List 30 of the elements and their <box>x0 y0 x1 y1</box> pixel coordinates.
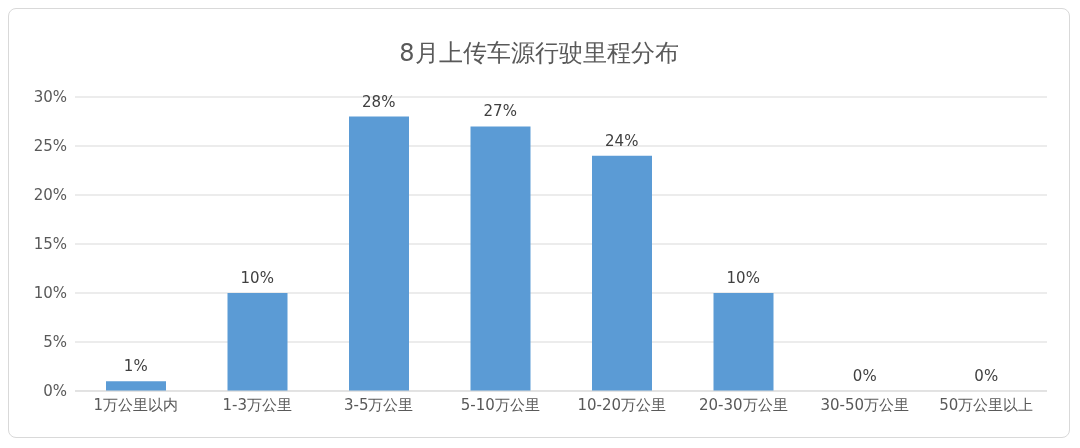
x-tick-label: 50万公里以上 <box>939 395 1034 414</box>
data-label: 1% <box>123 357 148 376</box>
data-label: 24% <box>605 131 639 150</box>
x-tick-label: 10-20万公里 <box>577 395 667 414</box>
data-label: 10% <box>240 269 274 287</box>
x-tick-label: 20-30万公里 <box>698 395 788 414</box>
x-tick-label: 1-3万公里 <box>222 395 292 414</box>
y-tick-label: 10% <box>33 284 67 303</box>
x-tick-label: 3-5万公里 <box>344 395 414 414</box>
bar <box>349 116 409 391</box>
x-tick-label: 1万公里以内 <box>93 395 179 414</box>
y-tick-label: 5% <box>43 333 67 352</box>
bar <box>470 126 531 391</box>
y-tick-label: 25% <box>33 137 67 156</box>
y-tick-label: 30% <box>33 88 67 107</box>
data-label: 28% <box>362 92 396 111</box>
data-label: 10% <box>726 269 760 287</box>
x-tick-label: 5-10万公里 <box>460 395 540 414</box>
y-tick-label: 20% <box>33 186 67 205</box>
y-tick-label: 15% <box>33 235 67 254</box>
bar <box>106 381 166 391</box>
bar <box>713 293 774 391</box>
y-tick-label: 0% <box>43 382 67 401</box>
x-tick-label: 30-50万公里 <box>820 395 910 414</box>
data-label: 27% <box>483 102 517 121</box>
bar <box>592 155 652 391</box>
chart-title: 8月上传车源行驶里程分布 <box>398 38 680 69</box>
data-label: 0% <box>852 367 877 385</box>
data-label: 0% <box>974 367 999 385</box>
bar <box>227 293 288 391</box>
